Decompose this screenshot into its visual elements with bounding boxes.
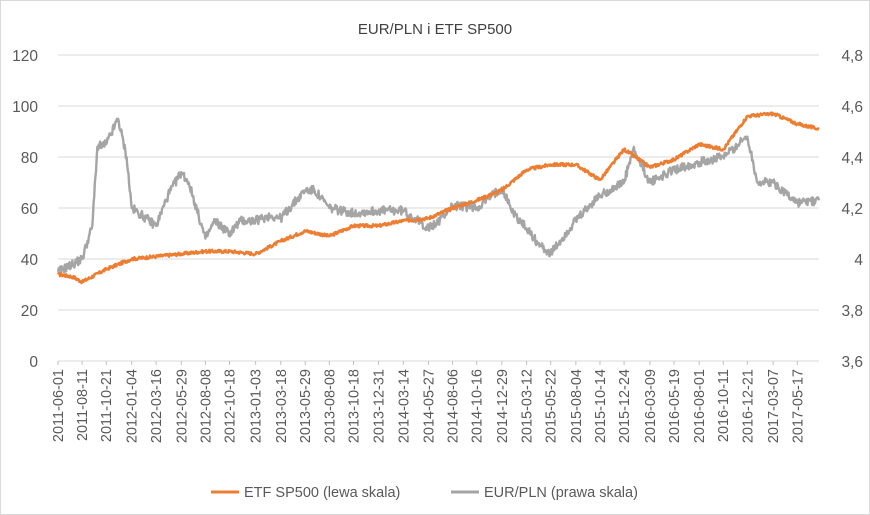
series-line-etf-sp500 (56, 111, 820, 285)
y-right-tick-label: 4,2 (841, 201, 863, 218)
y-right-tick-label: 4,8 (841, 48, 863, 65)
legend-label-eur-pln: EUR/PLN (prawa skala) (484, 485, 638, 501)
x-tick-label: 2013-12-31 (372, 369, 388, 443)
x-tick-label: 2015-03-12 (520, 369, 536, 443)
y-right-tick-label: 4,4 (841, 150, 863, 167)
x-tick-label: 2016-03-09 (643, 369, 659, 443)
x-tick-label: 2012-03-16 (149, 369, 165, 443)
x-tick-label: 2011-08-11 (75, 369, 91, 441)
y-left-tick-label: 100 (12, 99, 38, 116)
y-left-tick-label: 40 (21, 252, 39, 269)
x-tick-label: 2017-03-07 (766, 369, 782, 443)
x-axis: 2011-06-01 2011-08-11 2011-10-21 2012-01-04… (51, 361, 806, 443)
x-tick-label: 2014-10-16 (470, 369, 486, 443)
x-tick-label: 2013-10-18 (346, 369, 362, 443)
chart-title: EUR/PLN i ETF SP500 (358, 21, 512, 38)
y-left-tick-label: 60 (21, 201, 39, 218)
x-tick-label: 2012-08-08 (198, 369, 214, 443)
x-tick-label: 2016-05-19 (667, 369, 683, 443)
x-tick-label: 2014-08-06 (446, 369, 462, 443)
x-tick-label: 2017-05-17 (790, 369, 806, 443)
y-right-tick-label: 4 (854, 252, 863, 269)
y-axis-right: 3,6 3,8 4 4,2 4,4 4,6 4,8 (841, 48, 863, 371)
x-tick-label: 2015-10-14 (593, 369, 609, 443)
x-tick-label: 2013-08-08 (322, 369, 338, 443)
y-right-tick-label: 4,6 (841, 99, 863, 116)
x-tick-label: 2012-01-04 (125, 369, 141, 443)
x-tick-label: 2014-05-27 (421, 369, 437, 443)
x-tick-label: 2016-10-11 (716, 369, 732, 442)
x-tick-label: 2011-06-01 (51, 369, 67, 442)
x-tick-label: 2013-01-03 (249, 369, 265, 443)
x-tick-label: 2015-08-04 (569, 369, 585, 443)
x-tick-label: 2016-12-21 (740, 369, 756, 443)
series-layer (56, 111, 821, 285)
x-tick-label: 2012-05-29 (174, 369, 190, 443)
y-left-tick-label: 80 (21, 150, 39, 167)
y-left-tick-label: 120 (12, 48, 38, 65)
x-tick-label: 2016-08-01 (692, 369, 708, 443)
y-left-tick-label: 0 (29, 354, 38, 371)
y-axis-left: 0 20 40 60 80 100 120 (12, 48, 38, 371)
legend-label-etf-sp500: ETF SP500 (lewa skala) (244, 485, 400, 501)
x-tick-label: 2014-12-29 (495, 369, 511, 443)
x-tick-label: 2011-10-21 (99, 369, 115, 442)
series-line-eur-pln (56, 117, 821, 274)
y-right-tick-label: 3,8 (841, 303, 863, 320)
x-tick-label: 2013-05-29 (298, 369, 314, 443)
x-tick-label: 2013-03-18 (274, 369, 290, 443)
x-tick-label: 2015-12-24 (617, 369, 633, 443)
x-tick-label: 2014-03-14 (396, 369, 412, 443)
legend: ETF SP500 (lewa skala) EUR/PLN (prawa sk… (211, 485, 638, 501)
grid-layer (58, 54, 819, 362)
y-left-tick-label: 20 (21, 303, 39, 320)
x-tick-label: 2012-10-18 (222, 369, 238, 443)
x-tick-label: 2015-05-22 (544, 369, 560, 443)
y-right-tick-label: 3,6 (841, 354, 863, 371)
